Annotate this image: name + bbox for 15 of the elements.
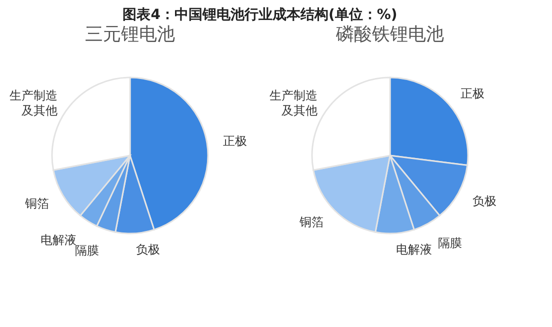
chart-title: 图表4：中国锂电池行业成本结构(单位：%) <box>122 7 398 23</box>
slice-label: 生产制造及其他 <box>10 88 58 118</box>
slice-label: 电解液 <box>40 232 76 247</box>
slice-label: 铜箔 <box>298 214 324 229</box>
slice-label: 正极 <box>460 86 485 100</box>
slice-label: 生产制造及其他 <box>270 88 318 118</box>
slice-label: 隔膜 <box>75 244 100 258</box>
slice-label: 铜箔 <box>24 196 50 210</box>
slice-label: 正极 <box>222 134 247 148</box>
chart-subtitle: 磷酸铁锂电池 <box>335 24 444 45</box>
slice-label: 负极 <box>136 242 160 256</box>
chart-subtitle: 三元锂电池 <box>85 24 175 45</box>
slice-label: 电解液 <box>396 242 432 256</box>
slice-label: 隔膜 <box>438 236 462 250</box>
slice-label: 负极 <box>472 194 496 208</box>
